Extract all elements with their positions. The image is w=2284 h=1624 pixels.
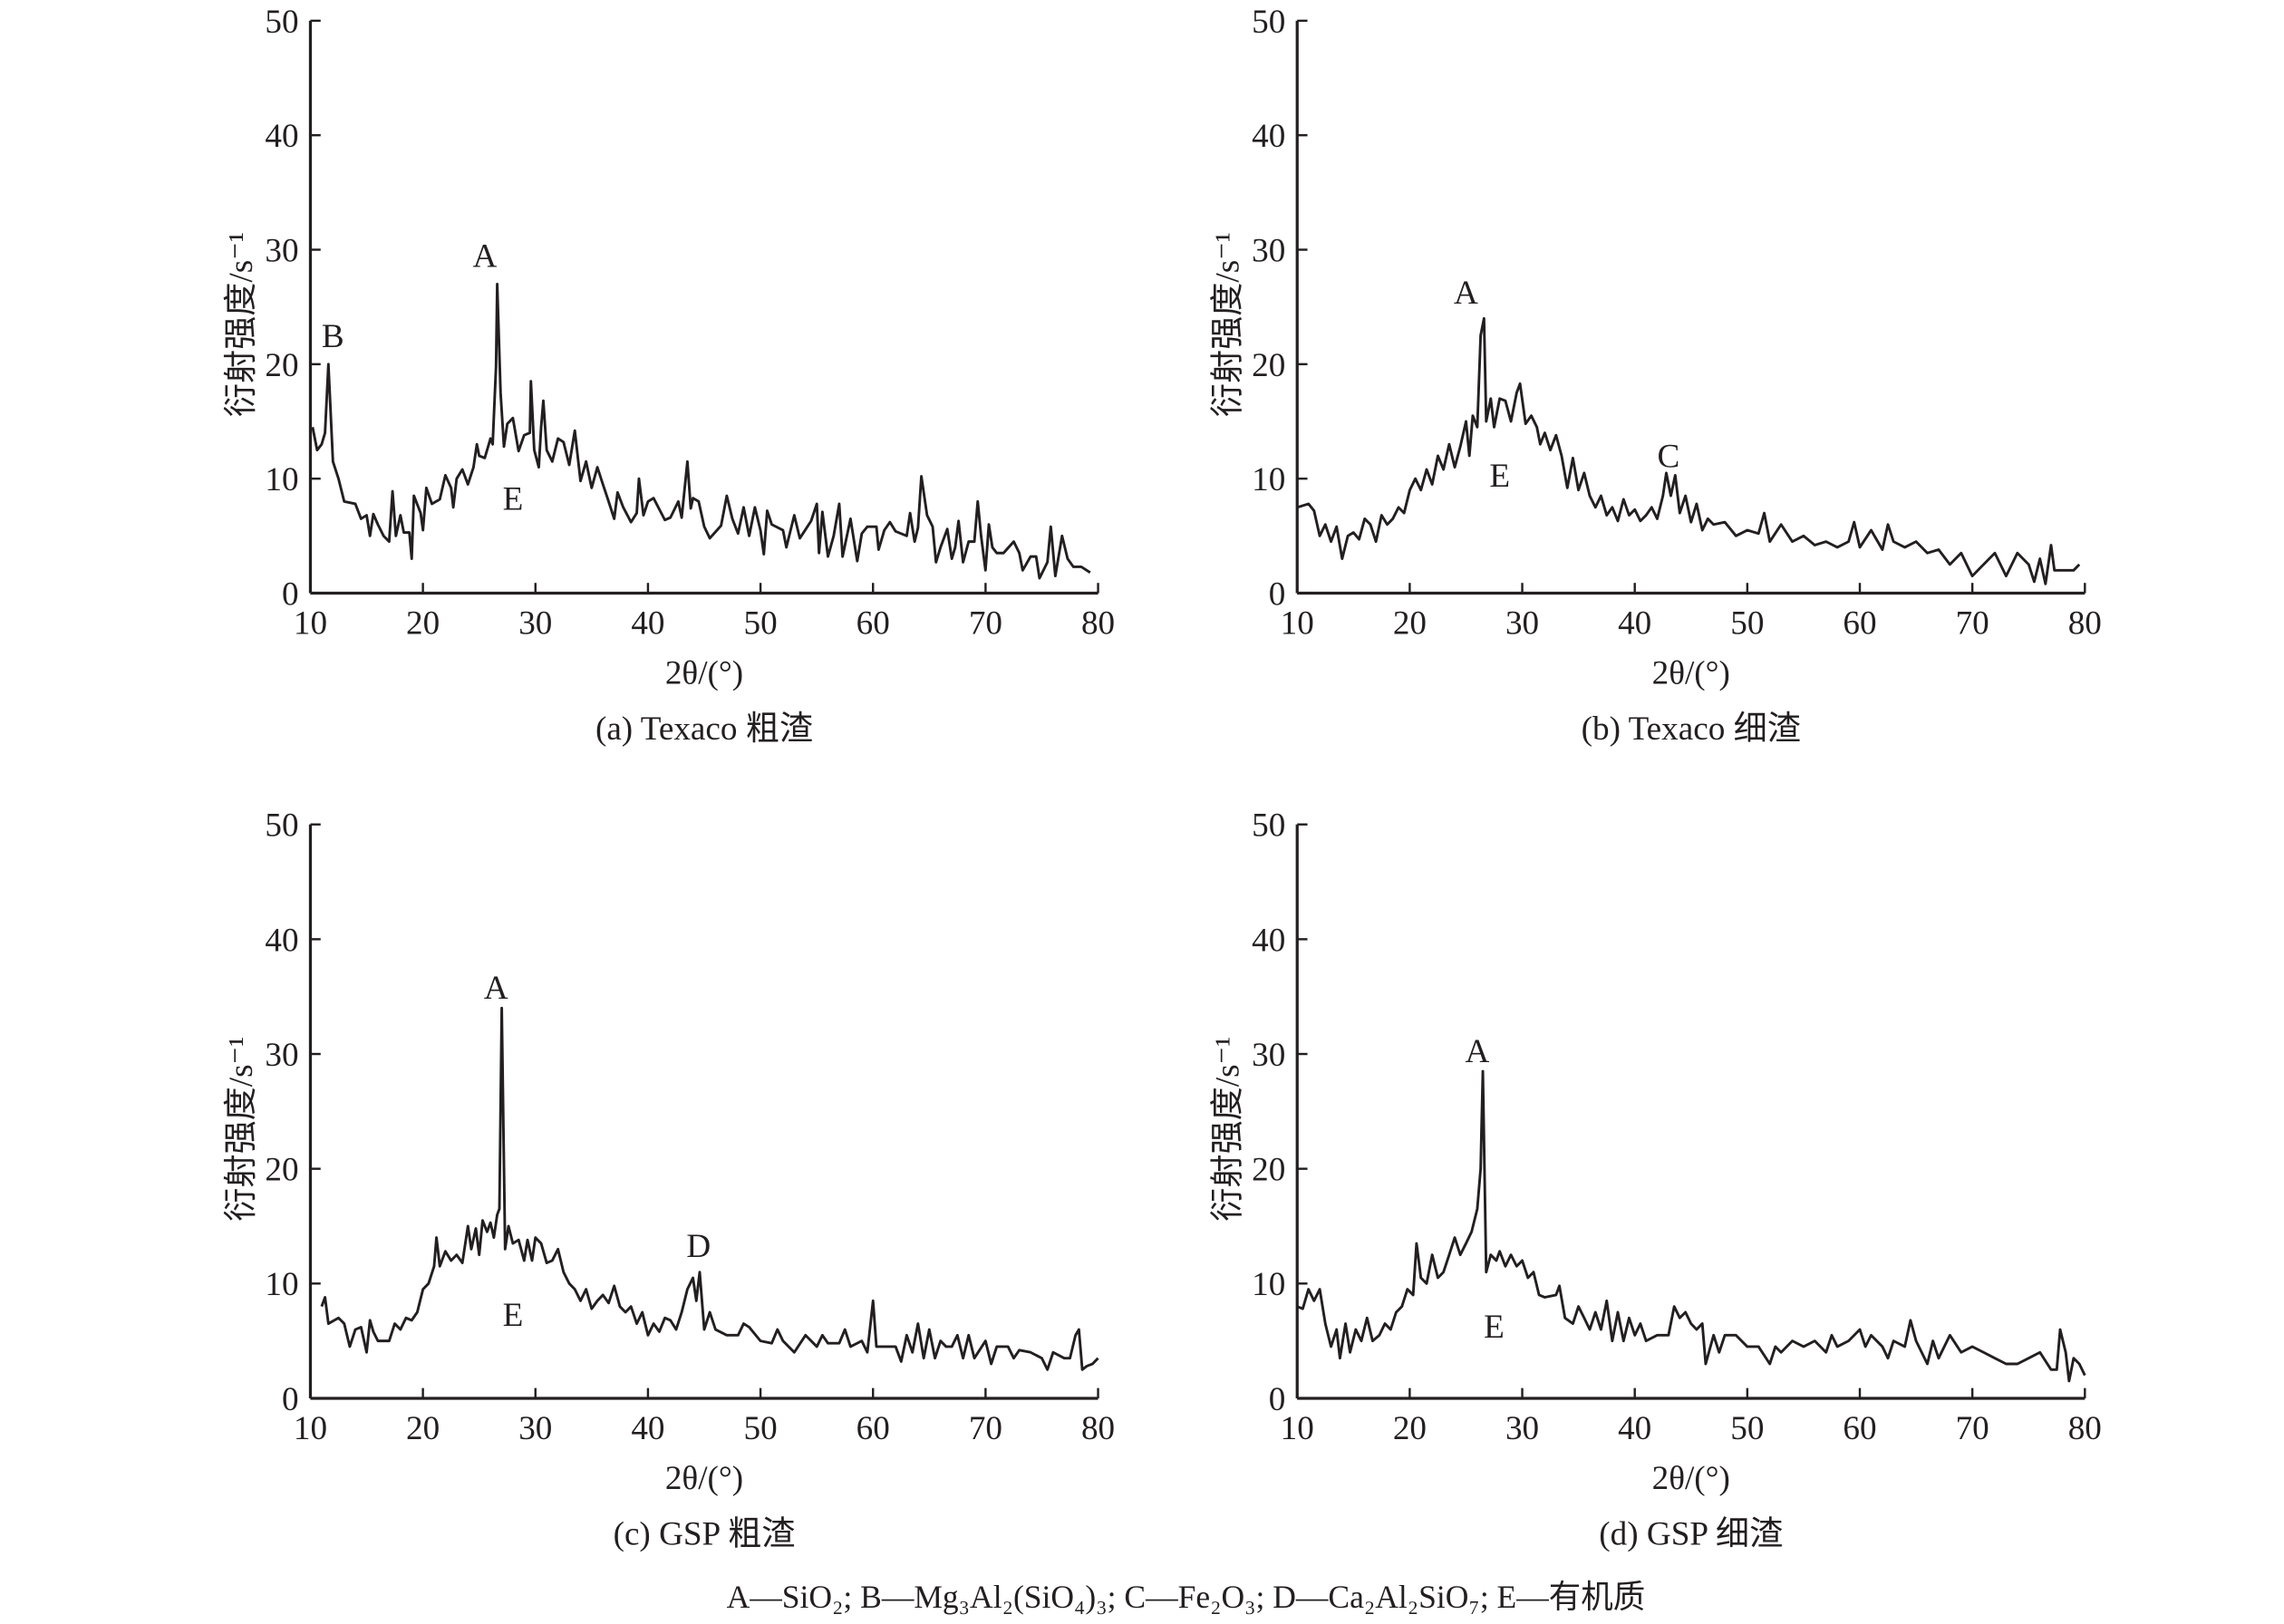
x-tick-label: 30 (518, 1410, 552, 1447)
panel-caption: (c) GSP 粗渣 (614, 1515, 796, 1553)
y-axis-label: 衍射强度/s⁻¹ (1209, 232, 1247, 417)
y-tick-label: 30 (1252, 232, 1285, 269)
y-tick-label: 40 (265, 922, 298, 959)
x-tick-label: 60 (1843, 1410, 1876, 1447)
y-tick-label: 0 (282, 575, 299, 613)
y-tick-label: 10 (1252, 461, 1285, 498)
peak-annotation-A: A (472, 237, 497, 275)
y-tick-label: 40 (265, 118, 298, 155)
x-axis-label: 2θ/(°) (1652, 1460, 1730, 1497)
x-tick-label: 70 (1956, 605, 1989, 643)
x-tick-label: 80 (2068, 605, 2102, 643)
y-tick-label: 50 (265, 807, 298, 845)
x-tick-label: 10 (294, 605, 327, 643)
x-tick-label: 70 (969, 605, 1002, 643)
peak-annotation-C: C (1658, 439, 1680, 476)
x-tick-label: 10 (1281, 605, 1314, 643)
peak-annotation-E: E (503, 480, 524, 517)
x-axis-label: 2θ/(°) (665, 655, 743, 692)
x-tick-label: 20 (1393, 605, 1427, 643)
panel-caption: (b) Texaco 细渣 (1582, 710, 1801, 748)
xrd-series-line (311, 283, 1091, 580)
x-tick-label: 30 (1505, 605, 1539, 643)
y-axis-label: 衍射强度/s⁻¹ (222, 1037, 260, 1222)
x-tick-label: 70 (1956, 1410, 1989, 1447)
peak-annotation-B: B (322, 318, 344, 355)
peak-annotation-A: A (1465, 1033, 1489, 1070)
y-tick-label: 40 (1252, 922, 1285, 959)
peak-annotation-E: E (1489, 458, 1510, 495)
x-tick-label: 40 (631, 1410, 664, 1447)
x-tick-label: 40 (1618, 605, 1651, 643)
x-tick-label: 30 (518, 605, 552, 643)
peak-annotation-E: E (503, 1297, 524, 1334)
y-tick-label: 30 (265, 232, 298, 269)
y-tick-label: 20 (265, 1152, 298, 1189)
x-tick-label: 40 (631, 605, 664, 643)
x-tick-label: 50 (744, 1410, 778, 1447)
x-axis-label: 2θ/(°) (665, 1460, 743, 1497)
x-tick-label: 80 (1081, 1410, 1115, 1447)
y-tick-label: 40 (1252, 118, 1285, 155)
panel-caption: (d) GSP 细渣 (1599, 1515, 1783, 1553)
peak-annotation-A: A (1454, 275, 1478, 312)
y-axis-label: 衍射强度/s⁻¹ (1209, 1037, 1247, 1222)
peak-annotation-A: A (484, 970, 508, 1007)
y-tick-label: 20 (1252, 1152, 1285, 1189)
y-tick-label: 20 (265, 347, 298, 384)
y-tick-label: 10 (265, 1266, 298, 1303)
x-tick-label: 60 (1843, 605, 1876, 643)
y-tick-label: 0 (282, 1381, 299, 1418)
y-tick-label: 50 (1252, 4, 1285, 41)
x-tick-label: 50 (1730, 605, 1764, 643)
y-tick-label: 50 (1252, 807, 1285, 845)
xrd-series-line (1296, 1069, 2086, 1383)
x-tick-label: 60 (856, 1410, 890, 1447)
y-tick-label: 0 (1269, 1381, 1286, 1418)
y-tick-label: 30 (265, 1037, 298, 1074)
y-tick-label: 20 (1252, 347, 1285, 384)
peak-annotation-D: D (686, 1228, 711, 1265)
panel-caption: (a) Texaco 粗渣 (595, 710, 813, 748)
x-tick-label: 50 (1730, 1410, 1764, 1447)
x-tick-label: 80 (1081, 605, 1115, 643)
xrd-series-line (320, 1006, 1099, 1371)
xrd-series-line (1296, 316, 2081, 585)
x-tick-label: 40 (1618, 1410, 1651, 1447)
y-tick-label: 10 (265, 461, 298, 498)
y-tick-label: 0 (1269, 575, 1286, 613)
x-tick-label: 70 (969, 1410, 1002, 1447)
x-tick-label: 10 (294, 1410, 327, 1447)
y-tick-label: 30 (1252, 1037, 1285, 1074)
y-axis-label: 衍射强度/s⁻¹ (222, 232, 260, 417)
y-tick-label: 50 (265, 4, 298, 41)
peak-annotation-E: E (1484, 1309, 1505, 1346)
x-tick-label: 60 (856, 605, 890, 643)
x-tick-label: 50 (744, 605, 778, 643)
x-tick-label: 20 (406, 605, 440, 643)
x-tick-label: 20 (1393, 1410, 1427, 1447)
legend-text: A—SiO₂; B—Mg₃Al₂(SiO₄)₃; C—Fe₂O₃; D—Ca₂A… (727, 1579, 1646, 1615)
x-tick-label: 80 (2068, 1410, 2102, 1447)
y-tick-label: 10 (1252, 1266, 1285, 1303)
x-tick-label: 30 (1505, 1410, 1539, 1447)
x-axis-label: 2θ/(°) (1652, 655, 1730, 692)
x-tick-label: 20 (406, 1410, 440, 1447)
x-tick-label: 10 (1281, 1410, 1314, 1447)
